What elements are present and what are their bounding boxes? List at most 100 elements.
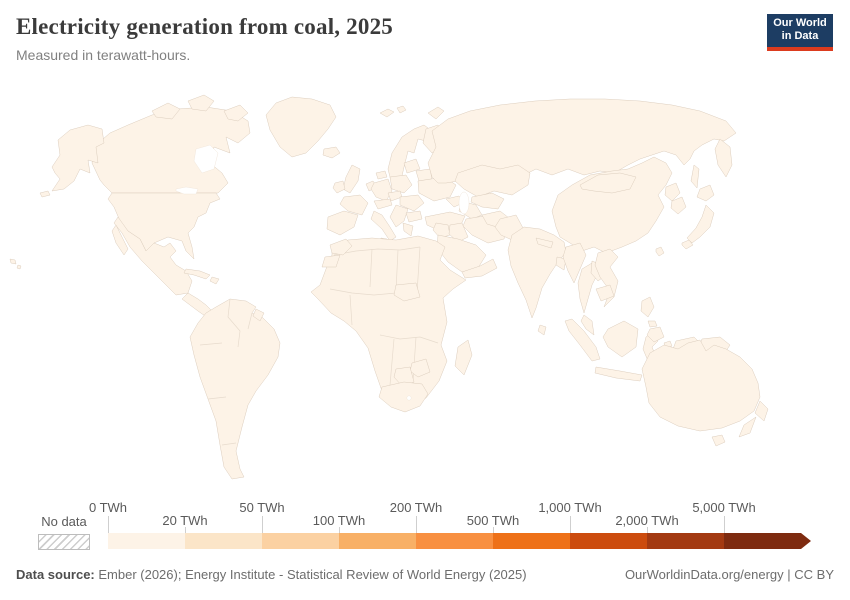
- legend-tick-label-8: 5,000 TWh: [692, 500, 756, 515]
- country-iraq[interactable]: [448, 222, 469, 243]
- country-south-sudan[interactable]: [393, 282, 421, 302]
- country-greece[interactable]: [402, 222, 414, 237]
- legend-bucket-4[interactable]: [416, 533, 493, 549]
- chart-header: Electricity generation from coal, 2025 M…: [16, 14, 393, 63]
- country-morocco[interactable]: [329, 238, 353, 256]
- country-spain[interactable]: [326, 210, 359, 236]
- country-iceland[interactable]: [322, 146, 341, 159]
- country-india[interactable]: [507, 226, 567, 319]
- caspian-sea: [458, 191, 470, 215]
- legend-tick-mark-3: [339, 527, 340, 533]
- country-svalbard[interactable]: [379, 105, 407, 118]
- owid-logo[interactable]: Our World in Data: [767, 14, 833, 51]
- region-baltics[interactable]: [403, 158, 421, 174]
- country-ireland[interactable]: [332, 180, 346, 194]
- country-romania[interactable]: [399, 194, 425, 212]
- country-canada[interactable]: [151, 102, 181, 120]
- region-hispaniola[interactable]: [209, 276, 220, 285]
- country-greenland[interactable]: [265, 96, 337, 158]
- country-united-kingdom[interactable]: [342, 164, 361, 194]
- country-serbia[interactable]: [389, 204, 409, 228]
- country-united-states-aleutians[interactable]: [39, 190, 51, 198]
- country-japan-kyushu[interactable]: [681, 239, 694, 250]
- legend-bucket-3[interactable]: [339, 533, 416, 549]
- no-data-label: No data: [41, 514, 87, 529]
- country-indonesia-borneo[interactable]: [602, 320, 639, 358]
- country-french-guiana[interactable]: [252, 308, 265, 322]
- legend-tick-mark-8: [724, 516, 725, 533]
- country-kazakhstan[interactable]: [454, 164, 531, 198]
- country-philippines-mindanao[interactable]: [646, 326, 665, 343]
- country-mongolia[interactable]: [579, 172, 637, 194]
- page-subtitle: Measured in terawatt-hours.: [16, 47, 191, 63]
- country-russia-kamchatka[interactable]: [714, 138, 733, 178]
- country-cambodia[interactable]: [595, 284, 615, 302]
- country-china[interactable]: [551, 156, 673, 254]
- country-indonesia-sumatra[interactable]: [564, 318, 601, 362]
- country-south-africa[interactable]: [378, 381, 429, 413]
- legend-bucket-0[interactable]: [108, 533, 185, 549]
- country-canada[interactable]: [223, 104, 249, 122]
- legend-arrow: [801, 533, 811, 549]
- legend-tick-mark-6: [570, 516, 571, 533]
- region-south-america[interactable]: [189, 298, 281, 480]
- country-sri-lanka[interactable]: [537, 324, 547, 336]
- legend-bucket-7[interactable]: [647, 533, 724, 549]
- country-bulgaria[interactable]: [405, 210, 423, 223]
- country-austria[interactable]: [373, 198, 393, 210]
- country-canada[interactable]: [91, 106, 251, 194]
- country-bangladesh[interactable]: [555, 256, 567, 271]
- country-japan-hokkaido[interactable]: [696, 184, 715, 202]
- data-source-text: Ember (2026); Energy Institute - Statist…: [94, 567, 527, 582]
- owid-logo-line1: Our World: [773, 17, 827, 29]
- country-philippines-visayas[interactable]: [647, 320, 658, 328]
- data-source-label: Data source:: [16, 567, 95, 582]
- country-malaysia[interactable]: [580, 314, 595, 336]
- page-title: Electricity generation from coal, 2025: [16, 14, 393, 39]
- no-data-swatch[interactable]: [38, 534, 90, 550]
- country-united-states-hawaii[interactable]: [9, 258, 22, 270]
- hudson-bay: [193, 144, 219, 174]
- country-russia-sakhalin[interactable]: [690, 164, 700, 189]
- world-map: [0, 85, 850, 495]
- country-south-korea[interactable]: [670, 196, 687, 215]
- legend-bucket-6[interactable]: [570, 533, 647, 549]
- country-uzbekistan[interactable]: [470, 192, 505, 210]
- country-nepal[interactable]: [535, 237, 554, 249]
- country-borders: [199, 298, 253, 446]
- country-australia-tasmania[interactable]: [711, 434, 726, 447]
- country-cuba[interactable]: [183, 268, 211, 280]
- country-united-states-alaska[interactable]: [51, 124, 105, 192]
- legend-tick-mark-7: [647, 527, 648, 533]
- country-poland[interactable]: [389, 174, 413, 194]
- country-france[interactable]: [339, 194, 369, 216]
- legend-tick-label-7: 2,000 TWh: [615, 513, 679, 528]
- legend-bucket-1[interactable]: [185, 533, 262, 549]
- country-denmark[interactable]: [375, 170, 388, 180]
- legend-bucket-2[interactable]: [262, 533, 339, 549]
- country-madagascar[interactable]: [454, 339, 473, 376]
- country-canada[interactable]: [187, 94, 215, 112]
- legend-tick-label-2: 50 TWh: [239, 500, 285, 515]
- great-lakes: [175, 186, 199, 195]
- country-japan-honshu[interactable]: [686, 204, 715, 244]
- region-yemen-oman[interactable]: [461, 258, 498, 279]
- legend-bucket-5[interactable]: [493, 533, 570, 549]
- credit-link[interactable]: OurWorldinData.org/energy | CC BY: [624, 567, 834, 582]
- legend-tick-label-4: 200 TWh: [389, 500, 443, 515]
- country-north-korea[interactable]: [664, 182, 681, 202]
- country-philippines-luzon[interactable]: [640, 296, 655, 318]
- country-indonesia-java[interactable]: [594, 366, 643, 382]
- country-russia-novaya-zemlya[interactable]: [427, 106, 445, 120]
- legend-color-bar: [108, 533, 801, 549]
- legend-tick-mark-4: [416, 516, 417, 533]
- country-australia[interactable]: [641, 339, 761, 432]
- country-taiwan[interactable]: [655, 246, 665, 257]
- country-mexico-baja[interactable]: [111, 224, 129, 256]
- country-western-sahara[interactable]: [321, 254, 341, 268]
- world-map-svg: [9, 94, 769, 480]
- legend-tick-mark-2: [262, 516, 263, 533]
- country-new-zealand[interactable]: [738, 400, 769, 438]
- legend-bucket-8[interactable]: [724, 533, 801, 549]
- country-myanmar[interactable]: [562, 242, 587, 284]
